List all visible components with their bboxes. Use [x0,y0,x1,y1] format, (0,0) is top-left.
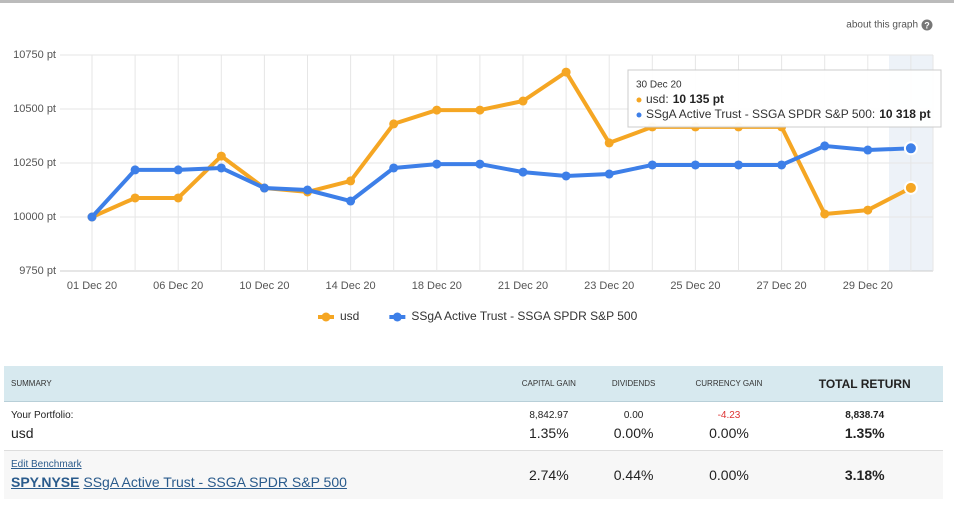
tooltip-box [627,69,942,128]
x-tick-label: 23 Dec 20 [584,280,634,292]
point [690,160,700,170]
legend-swatch [321,312,331,322]
y-tick-label: 10000 pt [13,211,56,223]
point [259,183,269,193]
help-link[interactable]: about this graph [846,20,918,31]
x-tick-label: 06 Dec 20 [153,280,203,292]
header: SUMMARY [4,366,502,402]
y-tick-label: 10750 pt [13,49,56,61]
tooltip-date: 30 Dec 20 [636,80,682,91]
point [130,193,140,203]
tooltip-value: 10 135 pt [673,92,724,106]
x-tick-label: 18 Dec 20 [412,280,462,292]
legend-swatch [392,312,402,322]
amount: 8,842.97 [529,410,569,421]
point [475,159,485,169]
header: DIVIDENDS [595,366,672,402]
amount: 8,838.74 [845,410,885,421]
point [518,167,528,177]
point [561,171,571,181]
point [346,176,356,186]
point [734,160,743,170]
y-tick-label: 9750 pt [19,265,56,277]
tooltip-dot [636,97,642,103]
point [87,212,97,222]
point [130,165,140,175]
point [604,169,614,179]
point [647,160,657,170]
point [777,160,787,170]
point [518,96,528,106]
ticker-link[interactable]: SPY.NYSE [11,474,80,490]
point [303,185,312,195]
summary-table: SUMMARY CAPITAL GAIN DIVIDENDS CURRENCY … [4,366,943,499]
point [903,180,918,195]
point [863,205,873,215]
point [903,141,918,156]
help-icon[interactable] [921,19,933,31]
amount: -4.23 [717,410,741,421]
benchmark-link[interactable]: SSgA Active Trust - SSGA SPDR S&P 500 [83,474,347,490]
point [561,67,571,77]
point [173,193,183,203]
x-tick-label: 14 Dec 20 [326,280,376,292]
edit-benchmark[interactable]: Edit Benchmark [11,459,82,470]
point [820,141,830,151]
x-tick-label: 01 Dec 20 [67,280,117,292]
legend-label: usd [340,309,359,323]
percent: 1.35% [528,425,569,441]
tooltip-value: 10 318 pt [879,107,930,121]
series-line [90,143,911,219]
percent: 0.00% [613,425,654,441]
percent: 3.18% [844,467,885,483]
point [216,163,226,173]
legend-label: SSgA Active Trust - SSGA SPDR S&P 500 [411,309,637,323]
top-border [0,0,954,3]
chart: about this graph ? 9750 pt 10000 pt 10250 … [13,19,942,323]
x-tick-label: 29 Dec 20 [843,280,893,292]
point [432,159,442,169]
percent: 2.74% [528,467,569,483]
point [389,119,399,129]
row-label: Your Portfolio: [11,410,74,421]
help-icon-q: ? [924,20,930,30]
header: CURRENCY GAIN [671,366,787,402]
x-tick-label: 27 Dec 20 [757,280,807,292]
header: TOTAL RETURN [786,366,943,402]
x-tick-label: 10 Dec 20 [239,280,289,292]
percent: 0.00% [709,425,749,441]
point [820,209,830,219]
point [475,105,485,115]
tooltip-label: SSgA Active Trust - SSGA SPDR S&P 500: [646,107,875,121]
y-tick-label: 10250 pt [13,157,56,169]
point [173,165,183,175]
point [389,163,399,173]
x-tick-label: 25 Dec 20 [670,280,720,292]
row-name: usd [11,425,34,441]
point [604,138,614,148]
tooltip-dot [636,112,642,118]
percent: 0.00% [709,467,749,483]
point [863,145,873,155]
amount: 0.00 [623,410,644,421]
tooltip-label: usd: [646,92,669,106]
point [216,151,226,161]
point [432,105,442,115]
percent: 1.35% [844,425,885,441]
point [346,196,356,206]
header: CAPITAL GAIN [502,366,596,402]
x-tick-label: 21 Dec 20 [498,280,548,292]
percent: 0.44% [613,467,654,483]
y-tick-label: 10500 pt [13,103,56,115]
